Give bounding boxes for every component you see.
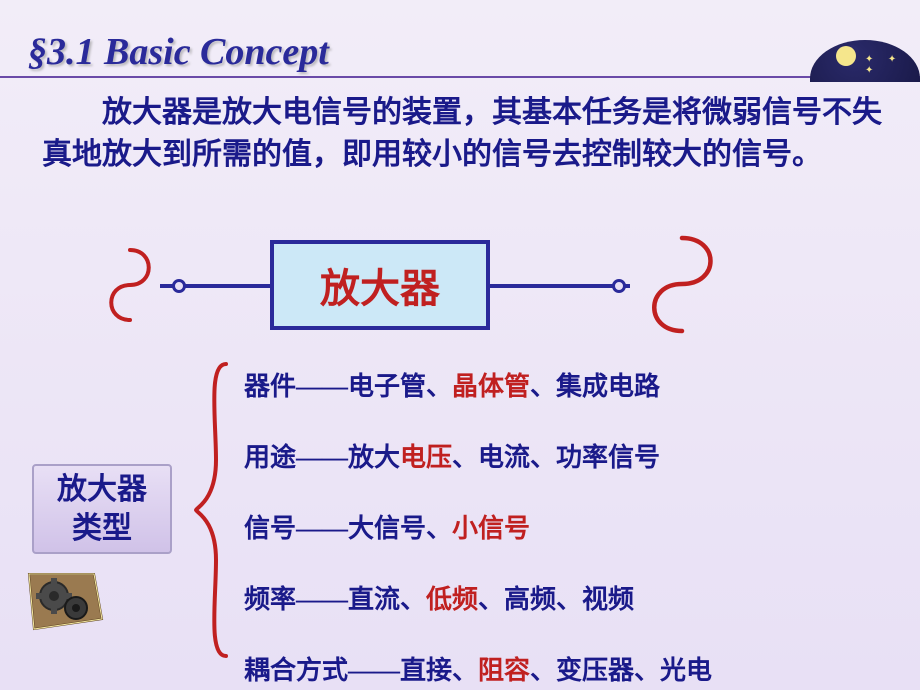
row-highlight: 阻容 [478,656,530,685]
output-wave-icon [640,232,725,337]
list-item: 信号——大信号、小信号 [244,508,712,545]
types-list: 器件——电子管、晶体管、集成电路 用途——放大电压、电流、功率信号 信号——大信… [244,366,712,687]
list-item: 用途——放大电压、电流、功率信号 [244,437,712,474]
row-highlight: 小信号 [452,514,530,543]
output-wire [490,284,630,288]
list-item: 频率——直流、低频、高频、视频 [244,579,712,616]
intro-paragraph: 放大器是放大电信号的装置，其基本任务是将微弱信号不失真地放大到所需的值，即用较小… [42,92,882,176]
row-post: 、变压器、光电 [530,656,712,685]
row-label: 用途 [244,443,296,472]
list-item: 耦合方式——直接、阻容、变压器、光电 [244,650,712,687]
section-heading: §3.1 Basic Concept [28,30,329,74]
row-pre: 放大 [348,443,400,472]
amplifier-diagram: 放大器 [0,230,920,340]
amplifier-box-label: 放大器 [320,256,440,314]
row-label: 信号 [244,514,296,543]
row-pre: 电子管、 [348,372,452,401]
types-section: 放大器 类型 器件——电子管、晶体管、集成电路 用途——放大电压、电流、功率信号… [0,362,920,682]
row-pre: 直接、 [400,656,478,685]
corner-night-decor [810,40,920,82]
types-title-box: 放大器 类型 [32,464,172,554]
row-highlight: 电压 [400,443,452,472]
row-post: 、电流、功率信号 [452,443,660,472]
row-highlight: 晶体管 [452,372,530,401]
row-label: 频率 [244,585,296,614]
list-item: 器件——电子管、晶体管、集成电路 [244,366,712,403]
row-pre: 大信号、 [348,514,452,543]
gear-decor-icon [24,564,104,634]
input-wave-icon [100,240,160,330]
amplifier-box: 放大器 [270,240,490,330]
types-title-line2: 类型 [72,509,132,548]
input-terminal-icon [172,279,186,293]
row-label: 器件 [244,372,296,401]
row-label: 耦合方式 [244,656,348,685]
row-highlight: 低频 [426,585,478,614]
row-post: 、集成电路 [530,372,660,401]
output-terminal-icon [612,279,626,293]
row-post: 、高频、视频 [478,585,634,614]
curly-brace-icon [192,360,232,660]
row-pre: 直流、 [348,585,426,614]
heading-underline [0,76,920,78]
types-title-line1: 放大器 [57,470,147,509]
